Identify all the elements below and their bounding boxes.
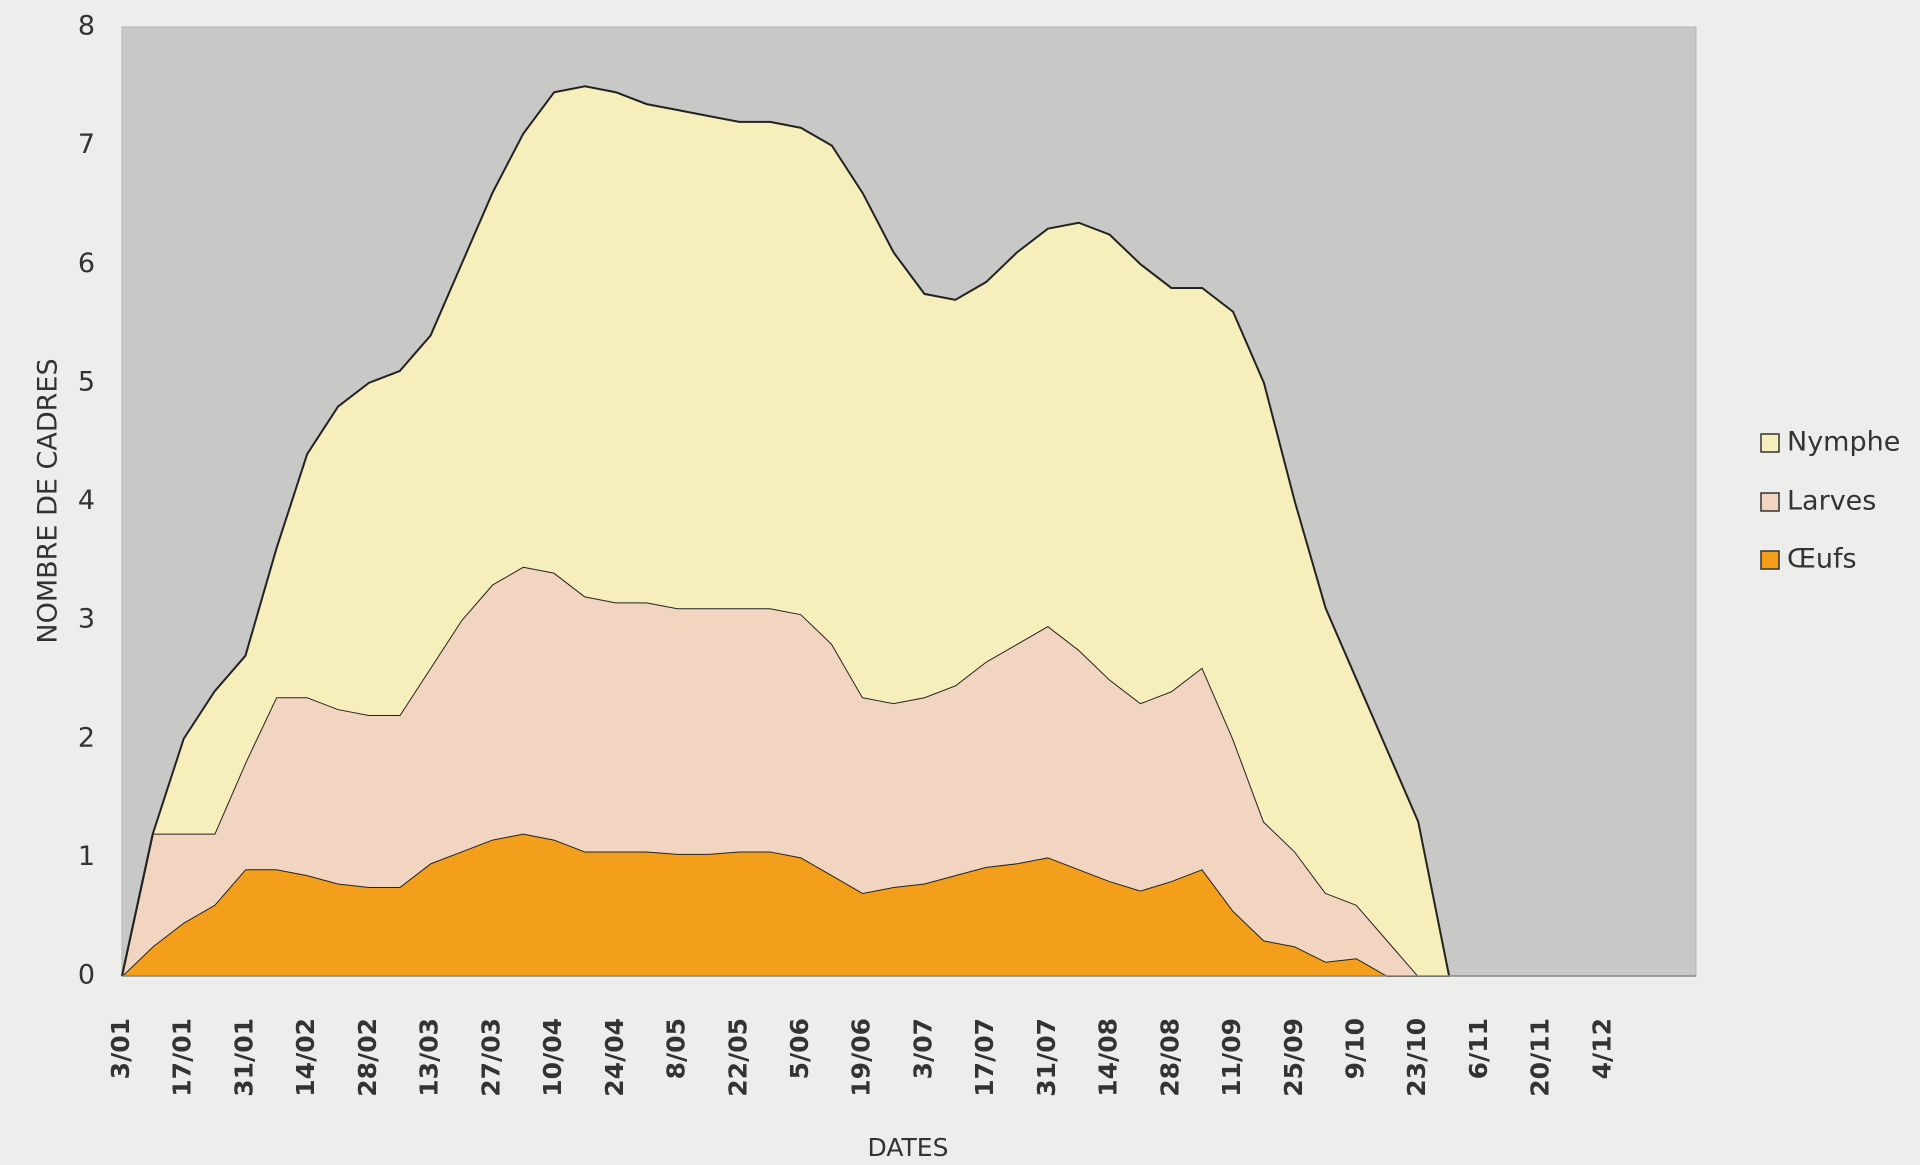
legend-swatch bbox=[1760, 550, 1780, 570]
legend-label: Œufs bbox=[1787, 544, 1857, 575]
y-tick-label: 0 bbox=[78, 960, 95, 991]
y-tick-label: 3 bbox=[78, 604, 95, 635]
y-tick-label: 1 bbox=[78, 841, 95, 872]
x-tick-label: 23/10 bbox=[1402, 1018, 1431, 1097]
x-tick-label: 17/01 bbox=[168, 1018, 197, 1097]
legend-label: Nymphe bbox=[1787, 427, 1900, 458]
x-tick-label: 14/02 bbox=[291, 1018, 320, 1097]
area bbox=[122, 833, 1450, 976]
x-tick-label: 17/07 bbox=[970, 1018, 999, 1097]
y-tick-label: 2 bbox=[78, 722, 95, 753]
area bbox=[122, 566, 1450, 976]
x-tick-label: 31/07 bbox=[1032, 1018, 1061, 1097]
x-axis-label: DATES bbox=[868, 1133, 949, 1162]
x-tick-label: 19/06 bbox=[847, 1018, 876, 1097]
x-tick-label: 22/05 bbox=[723, 1018, 752, 1097]
y-tick-label: 7 bbox=[78, 129, 95, 160]
y-tick-label: 6 bbox=[78, 248, 95, 279]
x-tick-label: 3/07 bbox=[908, 1018, 937, 1079]
x-tick-label: 27/03 bbox=[476, 1018, 505, 1097]
x-tick-label: 6/11 bbox=[1464, 1018, 1493, 1079]
y-tick-label: 5 bbox=[78, 366, 95, 397]
x-tick-label: 28/08 bbox=[1155, 1018, 1184, 1097]
x-tick-label: 8/05 bbox=[662, 1018, 691, 1079]
y-tick-label: 8 bbox=[78, 11, 95, 42]
legend-swatch bbox=[1760, 433, 1780, 453]
area bbox=[122, 86, 1450, 976]
x-tick-label: 25/09 bbox=[1279, 1018, 1308, 1097]
x-tick-label: 20/11 bbox=[1526, 1018, 1555, 1097]
area-edge bbox=[121, 85, 1451, 977]
x-tick-label: 11/09 bbox=[1217, 1018, 1246, 1097]
x-tick-label: 24/04 bbox=[600, 1018, 629, 1097]
y-axis-label: NOMBRE DE CADRES bbox=[33, 358, 64, 643]
legend-label: Larves bbox=[1787, 486, 1876, 517]
x-tick-label: 9/10 bbox=[1341, 1018, 1370, 1079]
y-tick-label: 4 bbox=[78, 485, 95, 516]
legend-swatch bbox=[1760, 492, 1780, 512]
x-tick-label: 10/04 bbox=[538, 1018, 567, 1097]
x-tick-label: 4/12 bbox=[1587, 1018, 1616, 1079]
x-tick-label: 31/01 bbox=[229, 1018, 258, 1097]
x-tick-label: 5/06 bbox=[785, 1018, 814, 1079]
x-tick-label: 3/01 bbox=[106, 1018, 135, 1079]
x-tick-label: 13/03 bbox=[415, 1018, 444, 1097]
x-tick-label: 28/02 bbox=[353, 1018, 382, 1097]
x-tick-label: 14/08 bbox=[1094, 1018, 1123, 1097]
